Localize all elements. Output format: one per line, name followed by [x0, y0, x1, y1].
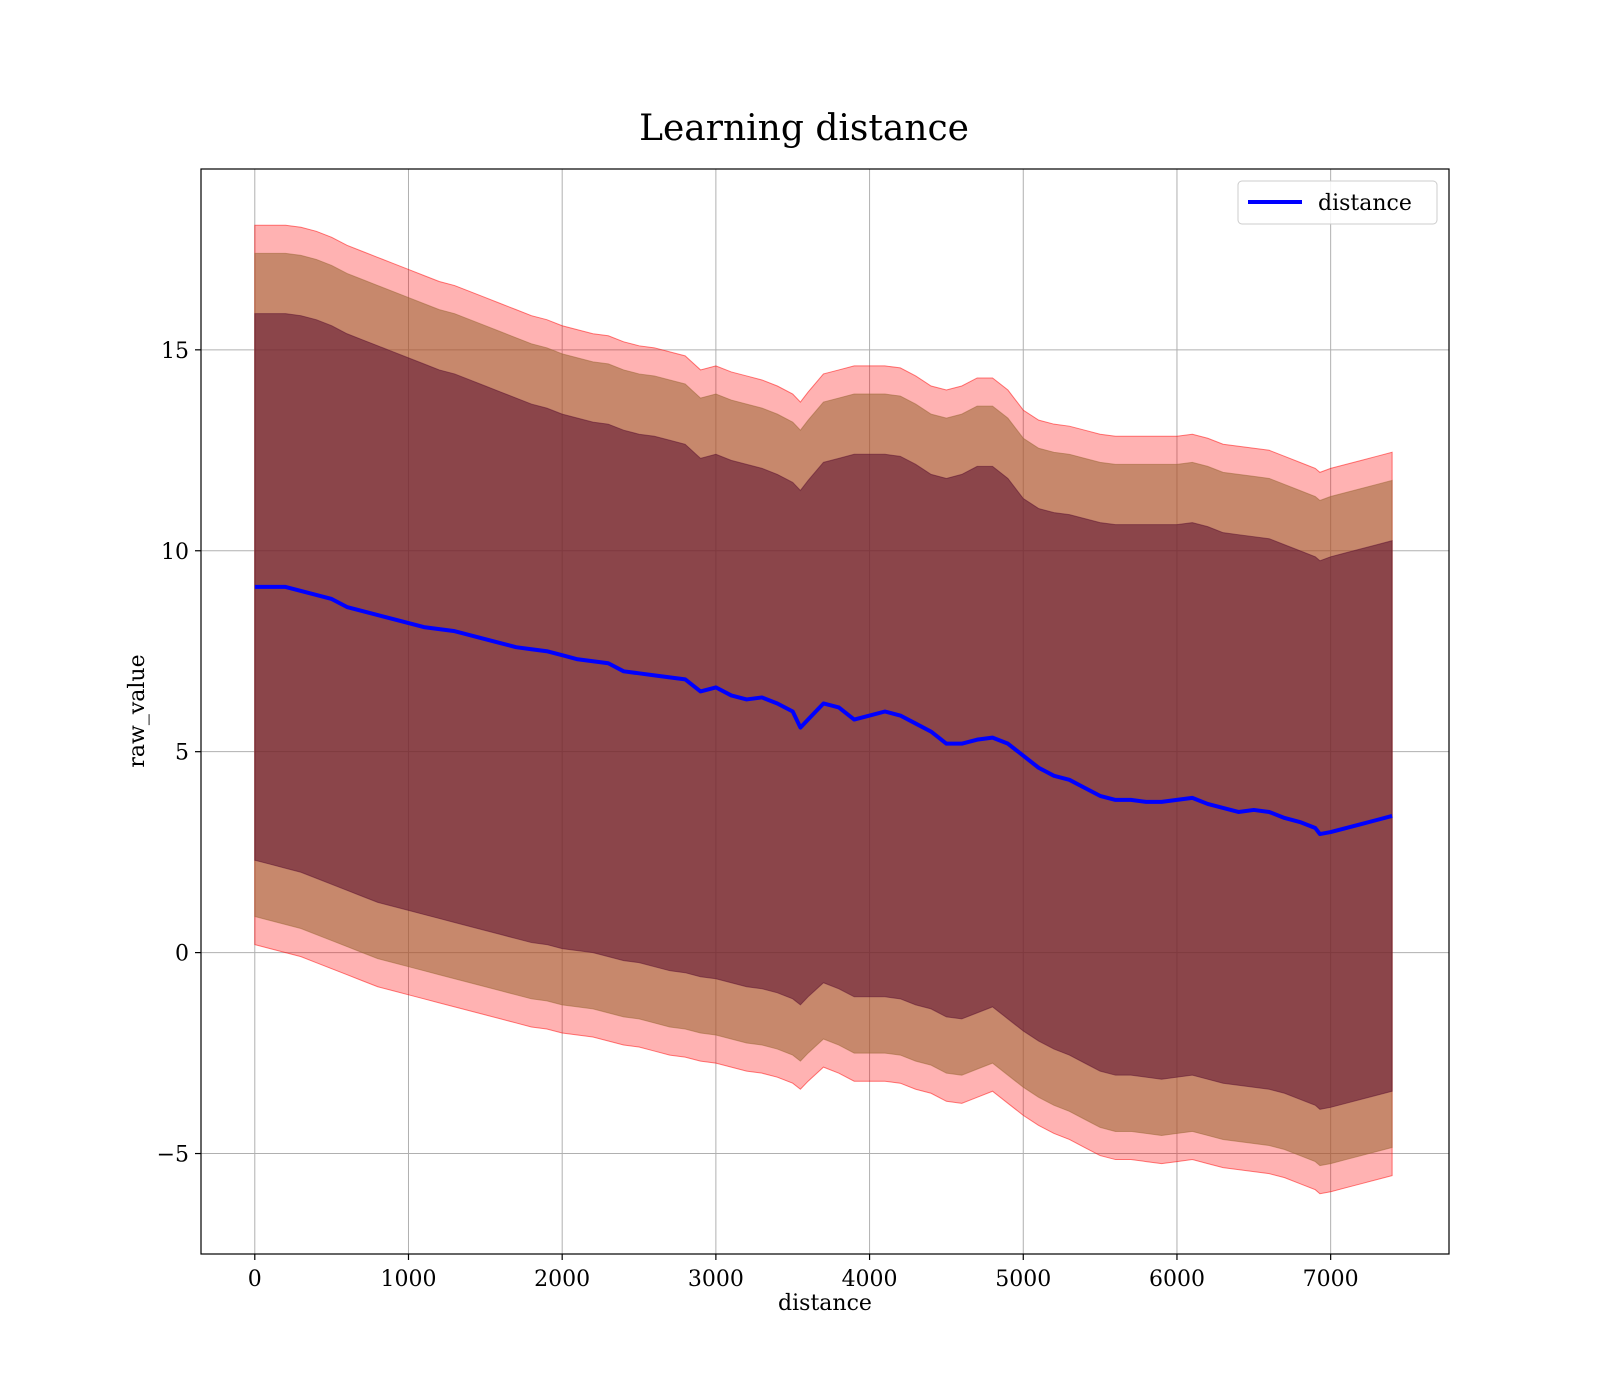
axes-frame — [200, 168, 1450, 1255]
chart-title: Learning distance — [639, 108, 969, 149]
x-tick-label: 7000 — [1303, 1267, 1359, 1292]
legend-box — [1237, 180, 1438, 225]
legend-entry-distance: distance — [1318, 191, 1412, 216]
series-line-distance — [254, 584, 1393, 837]
plot-area — [200, 168, 1450, 1255]
y-tick-label: 5 — [175, 741, 189, 766]
x-tick-label: 1000 — [380, 1267, 436, 1292]
x-axis-label: distance — [778, 1291, 872, 1316]
confidence-bands — [254, 224, 1393, 1195]
y-axis-label: raw_value — [125, 654, 150, 767]
series-lines — [254, 584, 1393, 837]
y-tick-label: 10 — [161, 540, 189, 565]
legend: distance — [1237, 180, 1438, 225]
x-tick-label: 6000 — [1149, 1267, 1205, 1292]
x-tick-label: 4000 — [842, 1267, 898, 1292]
y-tick-label: 0 — [175, 942, 189, 967]
x-tick-label: 3000 — [688, 1267, 744, 1292]
x-tick-label: 5000 — [995, 1267, 1051, 1292]
y-tick-label: 15 — [161, 339, 189, 364]
x-tick-label: 2000 — [534, 1267, 590, 1292]
band-inner — [254, 313, 1393, 1110]
x-tick-label: 0 — [248, 1267, 262, 1292]
x-axis: 0 1000 2000 3000 4000 5000 6000 7000 — [248, 1254, 1359, 1292]
y-axis: −5 0 5 10 15 — [157, 339, 201, 1168]
y-tick-label: −5 — [157, 1143, 189, 1168]
